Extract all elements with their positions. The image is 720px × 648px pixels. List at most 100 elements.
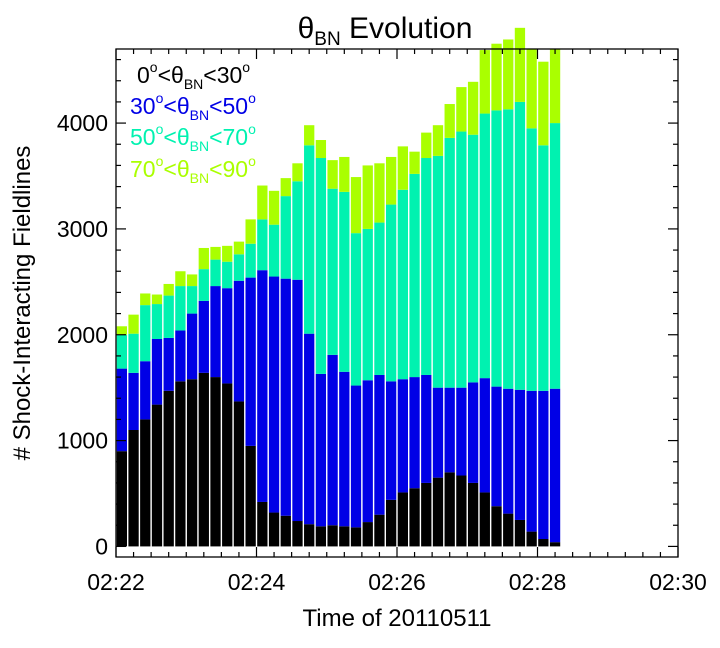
legend-text-part: <70: [209, 124, 248, 150]
legend-text-part: o: [156, 121, 164, 137]
bar-segment: [538, 145, 549, 391]
ticks-layer: [115, 49, 679, 557]
bar-segment: [350, 527, 362, 547]
bar-segment: [222, 245, 233, 262]
bar-segment: [257, 185, 268, 220]
bar-segment: [397, 146, 408, 190]
bar-segment: [315, 373, 327, 527]
bar-segment: [456, 131, 467, 388]
bar-segment: [444, 104, 455, 138]
y-tick-label: 3000: [57, 216, 108, 242]
bar-segment: [257, 219, 268, 271]
bar-segment: [479, 378, 490, 493]
x-axis-label: Time of 20110511: [302, 605, 491, 632]
legend-text-part: o: [150, 59, 158, 75]
bar-segment: [350, 177, 362, 234]
bar-segment: [163, 390, 174, 547]
bar-segment: [514, 519, 526, 547]
bar-segment: [292, 279, 303, 522]
bar-segment: [503, 109, 514, 389]
bar-segment: [362, 522, 373, 547]
bar-segment: [151, 338, 163, 405]
legend-text-part: 0: [137, 62, 150, 88]
bar-segment: [526, 49, 537, 129]
bar-segment: [444, 472, 455, 547]
bar-segment: [526, 390, 537, 532]
bar-segment: [444, 137, 455, 388]
bar-segment: [456, 475, 467, 547]
bar-segment: [140, 361, 151, 420]
bar-segment: [210, 286, 221, 378]
x-tick-label: 02:30: [649, 569, 707, 595]
x-tick-label: 02:22: [87, 569, 145, 595]
bar-segment: [397, 189, 408, 380]
bar-segment: [467, 382, 479, 483]
bar-segment: [233, 280, 245, 402]
bar-segment: [245, 243, 256, 278]
bar-segment: [245, 445, 256, 547]
bar-segment: [268, 512, 280, 547]
bar-segment: [491, 506, 502, 547]
bar-segment: [198, 247, 209, 270]
bar-segment: [304, 125, 315, 146]
bar-segment: [315, 140, 327, 159]
bar-segment: [304, 524, 315, 547]
bar-segment: [514, 101, 526, 390]
bar-segment: [409, 173, 420, 378]
bar-segment: [198, 269, 209, 301]
bar-segment: [514, 389, 526, 520]
bar-segment: [280, 178, 291, 197]
y-axis-label: # Shock-Interacting Fieldlines: [9, 146, 36, 461]
bar-segment: [198, 300, 209, 373]
legend-text-part: <30: [203, 62, 242, 88]
bar-segment: [339, 371, 350, 527]
legend-text-part: 70: [130, 156, 156, 182]
bar-segment: [467, 81, 479, 135]
legend-entry: 70o<θBN<90o: [130, 153, 256, 186]
bar-segment: [538, 539, 549, 547]
bar-segment: [140, 293, 151, 306]
bar-segment: [503, 39, 514, 110]
bar-segment: [467, 482, 479, 547]
bar-segment: [327, 525, 338, 547]
bar-segment: [116, 368, 127, 452]
bar-segment: [491, 43, 502, 111]
bar-segment: [222, 288, 233, 384]
bar-segment: [503, 388, 514, 514]
bar-segment: [233, 241, 245, 255]
x-tick-label: 02:28: [509, 569, 567, 595]
legend-text-part: <90: [209, 156, 248, 182]
bar-segment: [421, 482, 432, 547]
bar-segment: [280, 515, 291, 547]
chart-title: θBN Evolution: [298, 12, 473, 50]
bar-segment: [432, 387, 444, 478]
title-subscript: BN: [314, 29, 340, 50]
y-tick-label: 0: [95, 533, 108, 559]
bar-segment: [409, 488, 420, 547]
legend-entry: 50o<θBN<70o: [130, 121, 256, 154]
bar-segment: [327, 160, 338, 189]
bar-segment: [128, 372, 139, 430]
bar-segment: [327, 188, 338, 355]
bar-segment: [151, 404, 163, 547]
y-tick-label: 2000: [57, 322, 108, 348]
bar-segment: [374, 374, 385, 515]
x-tick-label: 02:24: [228, 569, 286, 595]
bar-segment: [538, 390, 549, 540]
legend-text-part: <θ: [163, 124, 189, 150]
legend: 0o<θBN<30o30o<θBN<50o50o<θBN<70o70o<θBN<…: [130, 59, 256, 186]
bar-segment: [456, 87, 467, 132]
legend-text-part: 30: [130, 93, 156, 119]
bar-segment: [479, 492, 490, 547]
bar-segment: [549, 49, 561, 124]
bar-segment: [175, 381, 186, 547]
bar-segment: [491, 386, 502, 507]
title-symbol: θ: [298, 12, 315, 45]
bar-segment: [549, 542, 561, 547]
bar-segment: [385, 204, 397, 382]
legend-text-part: BN: [190, 107, 209, 123]
bar-segment: [128, 430, 139, 547]
bar-segment: [304, 145, 315, 334]
bar-segment: [163, 295, 174, 338]
legend-text-part: <θ: [163, 93, 189, 119]
